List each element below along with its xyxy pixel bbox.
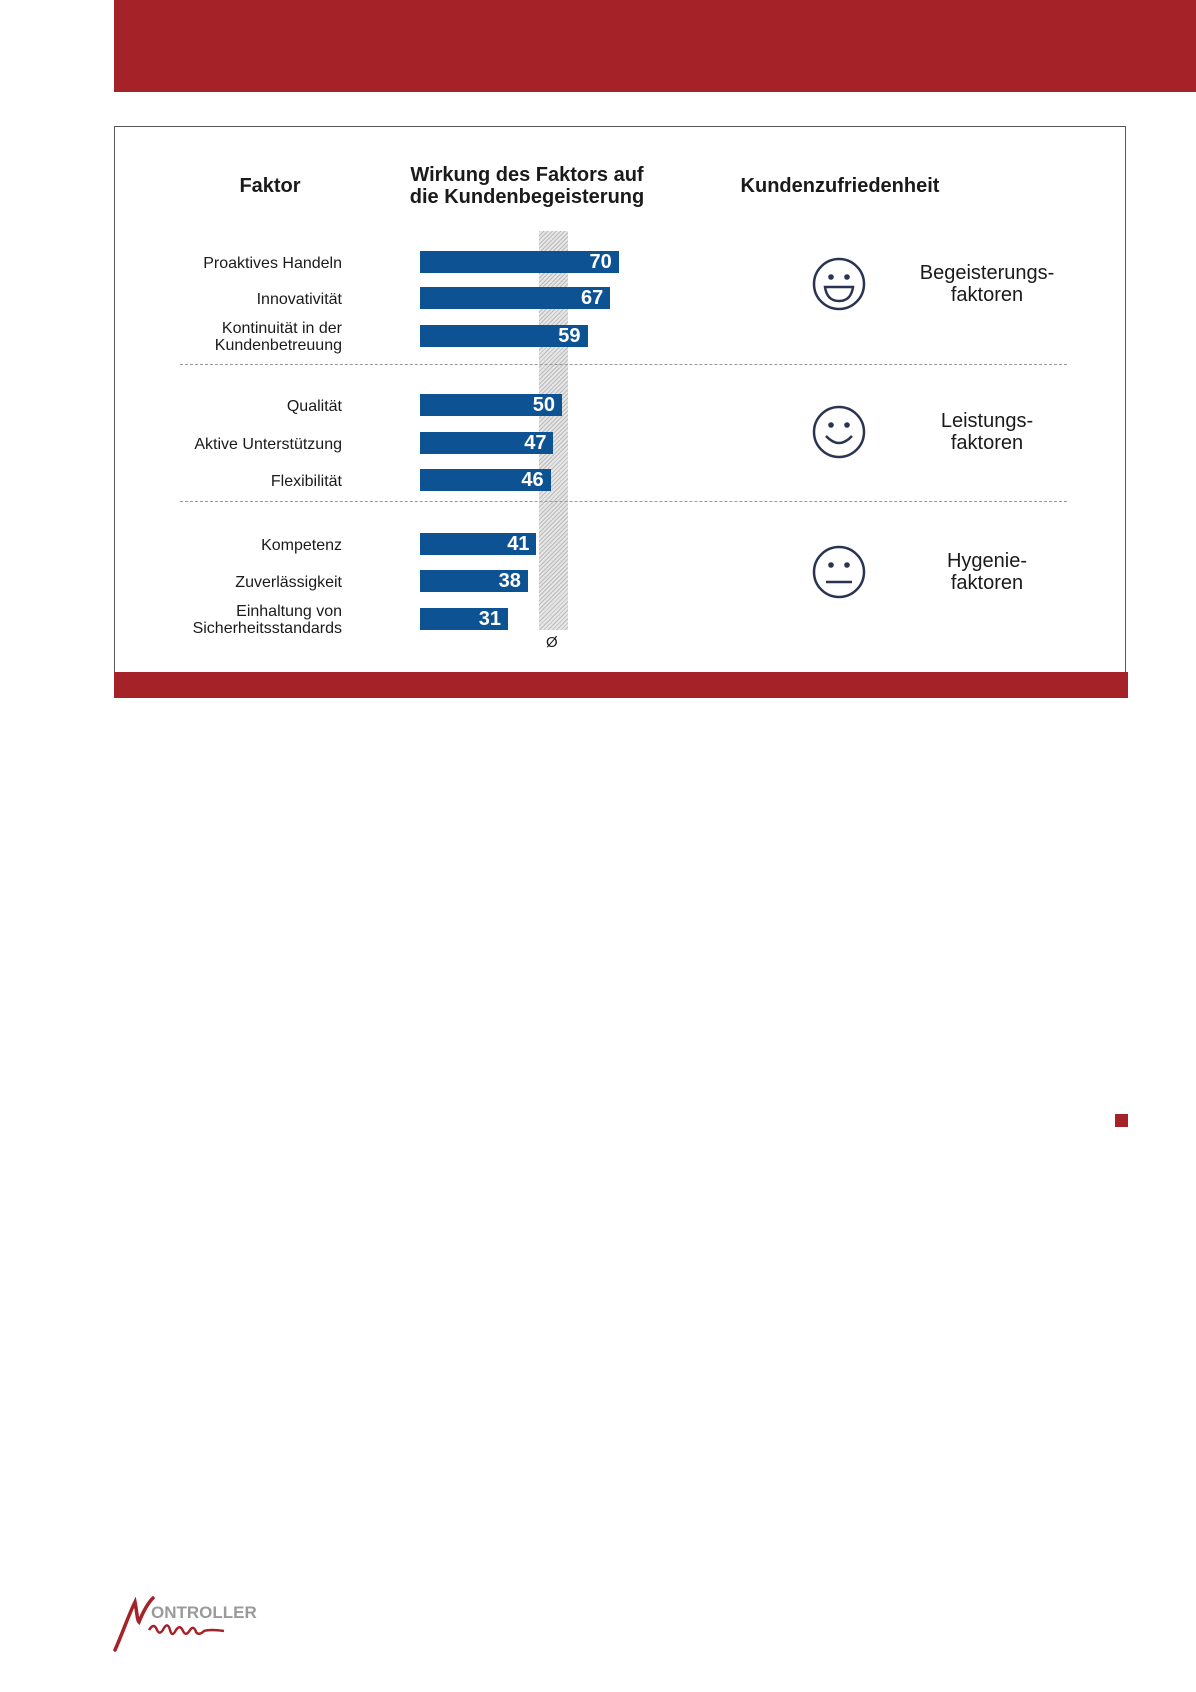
header-band	[114, 0, 1196, 92]
group-label: Hygenie-faktoren	[887, 550, 1087, 594]
bar-value-label: 46	[521, 469, 544, 491]
group-label-line1: Hygenie-	[946, 550, 1028, 572]
bar-value-label: 38	[498, 570, 521, 592]
figure-footer-band	[114, 672, 1128, 698]
factor-label: Flexibilität	[82, 473, 342, 490]
factor-label-line: Kontinuität in der	[221, 320, 342, 337]
header-factor: Faktor	[239, 175, 301, 197]
bar: 67	[420, 287, 611, 309]
average-label: Ø	[546, 634, 558, 651]
factor-label-line: Qualität	[286, 397, 342, 415]
header-effect-line2: die Kundenbegeisterung	[409, 186, 645, 208]
factor-label-line: Kundenbetreuung	[214, 337, 342, 354]
group-divider	[180, 501, 1067, 502]
bar-value-label: 47	[524, 432, 547, 454]
bar: 59	[420, 325, 588, 347]
bar: 47	[420, 432, 554, 454]
factor-label: Proaktives Handeln	[82, 255, 342, 272]
bar: 70	[420, 251, 619, 273]
group-label-line2: faktoren	[950, 432, 1024, 454]
bar: 46	[420, 469, 551, 491]
group-label-line1: Begeisterungs-	[919, 262, 1055, 284]
factor-label-line: Kompetenz	[261, 536, 342, 554]
bar-value-label: 70	[589, 251, 612, 273]
factor-label: Zuverlässigkeit	[82, 574, 342, 591]
factor-label-line: Einhaltung von	[236, 603, 342, 620]
bar: 31	[420, 608, 509, 630]
end-mark	[1115, 1114, 1128, 1127]
group-label-line1: Leistungs-	[940, 410, 1034, 432]
group-label: Leistungs-faktoren	[887, 410, 1087, 454]
factor-label-line: Flexibilität	[270, 472, 342, 490]
factor-label-line: Sicherheitsstandards	[192, 620, 342, 637]
svg-text:ONTROLLER: ONTROLLER	[151, 1603, 257, 1622]
factor-label: Kontinuität in der Kundenbetreuung	[82, 320, 342, 354]
factor-label-line: Aktive Unterstützung	[194, 435, 342, 453]
controller-magazin-logo: ONTROLLER	[113, 1592, 263, 1654]
group-divider	[180, 364, 1067, 365]
group-label: Begeisterungs-faktoren	[887, 262, 1087, 306]
bar-value-label: 67	[581, 287, 604, 309]
bar-value-label: 41	[507, 533, 530, 555]
factor-label-line: Zuverlässigkeit	[235, 573, 342, 591]
bar-value-label: 50	[532, 394, 555, 416]
smile-face-icon	[812, 405, 866, 464]
header-effect: Wirkung des Faktors auf die Kundenbegeis…	[377, 164, 677, 208]
factor-label: Innovativität	[82, 291, 342, 308]
factor-label-line: Innovativität	[256, 290, 342, 308]
factor-label-line: Proaktives Handeln	[203, 254, 342, 272]
factor-label: Einhaltung von Sicherheitsstandards	[82, 603, 342, 637]
header-effect-line1: Wirkung des Faktors auf	[410, 164, 644, 186]
group-label-line2: faktoren	[950, 284, 1024, 306]
factor-label: Aktive Unterstützung	[82, 436, 342, 453]
factor-label: Kompetenz	[82, 537, 342, 554]
factor-label: Qualität	[82, 398, 342, 415]
bar: 38	[420, 570, 528, 592]
neutral-face-icon	[812, 545, 866, 604]
bar: 50	[420, 394, 562, 416]
header-satisfaction: Kundenzufriedenheit	[740, 175, 940, 197]
big-smile-face-icon	[812, 257, 866, 316]
group-label-line2: faktoren	[950, 572, 1024, 594]
bar-value-label: 31	[478, 608, 502, 630]
bar: 41	[420, 533, 537, 555]
bar-value-label: 59	[558, 325, 581, 347]
